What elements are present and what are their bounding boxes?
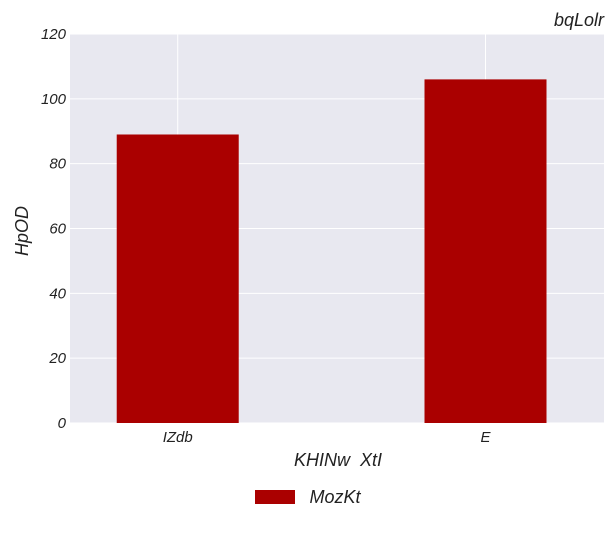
x-tick-label: IZdb xyxy=(163,429,193,446)
y-axis-label: HpOD xyxy=(12,206,32,256)
y-tick-label: 40 xyxy=(49,285,66,302)
y-tick-label: 100 xyxy=(41,91,67,108)
legend-swatch xyxy=(255,490,296,504)
y-tick-label: 60 xyxy=(49,221,66,238)
y-tick-label: 20 xyxy=(48,350,66,367)
y-tick-label: 0 xyxy=(58,415,67,432)
legend: MozKt xyxy=(0,484,616,510)
x-axis-label: KHINw XtI xyxy=(294,450,382,470)
y-tick-label: 80 xyxy=(49,156,66,173)
x-tick-label: E xyxy=(480,429,491,446)
bar-e xyxy=(424,79,547,423)
bars xyxy=(116,79,547,423)
x-tick-labels: IZdb E xyxy=(163,429,492,446)
y-tick-labels: 0 20 40 60 80 100 120 xyxy=(41,26,67,432)
chart-title: bqLolr xyxy=(554,10,605,30)
bar-izdb xyxy=(116,134,239,423)
legend-label: MozKt xyxy=(309,486,361,507)
y-tick-label: 120 xyxy=(41,26,67,43)
